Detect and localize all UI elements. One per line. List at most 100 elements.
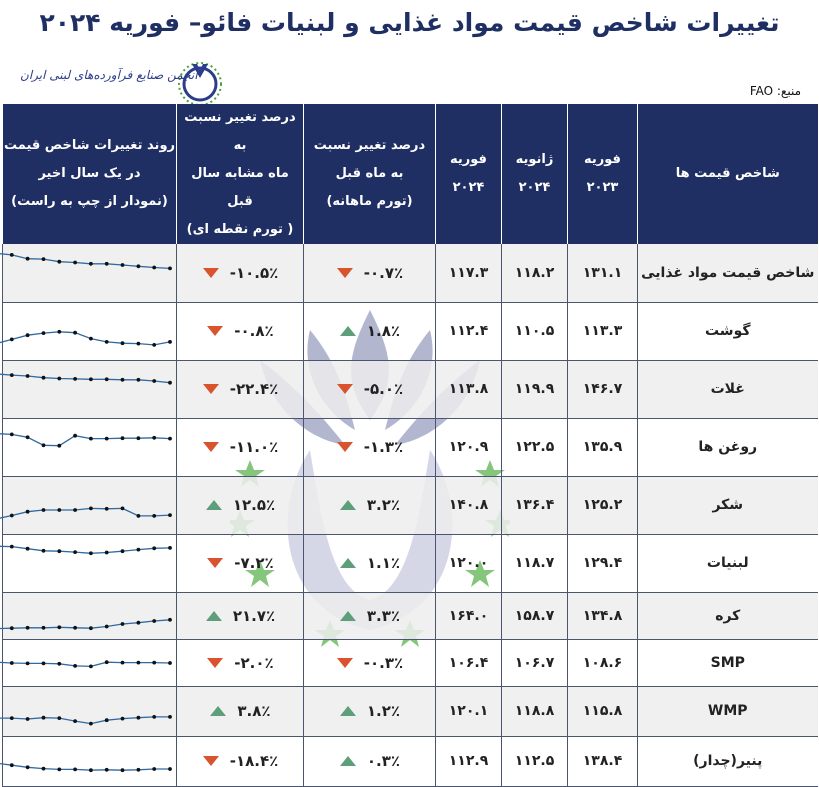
triangle-down-icon — [336, 442, 353, 452]
sparkline-point — [89, 551, 93, 556]
sparkline-point — [73, 433, 77, 438]
sparkline-point — [25, 717, 30, 721]
cell-trend — [0, 736, 177, 787]
row-index-name: لبنیات — [637, 534, 818, 593]
triangle-down-icon — [202, 442, 219, 452]
cell-jan2024: ۱۳۶.۴ — [501, 476, 568, 535]
sparkline-point — [9, 432, 14, 437]
trend-sparkline — [0, 432, 172, 448]
sparkline-point — [9, 544, 14, 549]
change-value: ۲۱.۷٪ — [232, 606, 276, 625]
cell-yoy: -۱۱.۰٪ — [176, 418, 304, 477]
sparkline-point — [120, 621, 125, 626]
sparkline-point — [120, 377, 125, 382]
change-value: -۲۲.۴٪ — [229, 380, 279, 398]
cell-mom: -۵.۰٪ — [303, 360, 436, 419]
sparkline-point — [136, 620, 141, 625]
cell-feb2024: ۱۲۰.۹ — [435, 418, 502, 477]
change-value: -۰.۷٪ — [363, 263, 404, 282]
sparkline-point — [41, 256, 46, 261]
row-index-name: غلات — [637, 360, 818, 419]
header-mom-change: درصد تغییر نسبت به ماه قبل (تورم ماهانه) — [303, 104, 436, 244]
sparkline-point — [41, 625, 46, 630]
sparkline-point — [168, 266, 172, 271]
sparkline-point — [136, 514, 141, 518]
trend-sparkline — [0, 762, 172, 773]
table-row: روغن ها ۱۳۵.۹ ۱۲۲.۵ ۱۲۰.۹ -۱.۳٪ -۱۱.۰٪ — [0, 418, 818, 477]
sparkline-point — [152, 435, 157, 440]
change-value: -۰.۳٪ — [363, 653, 404, 672]
table-row: کره ۱۳۴.۸ ۱۵۸.۷ ۱۶۴.۰ ۳.۳٪ ۲۱.۷٪ — [0, 592, 818, 640]
header-feb-2024: فوریه ۲۰۲۴ — [435, 104, 502, 244]
sparkline-point — [168, 767, 172, 771]
cell-jan2024: ۱۱۸.۲ — [501, 244, 568, 303]
sparkline-point — [73, 260, 77, 265]
sparkline-point — [136, 767, 141, 772]
sparkline-point — [104, 506, 109, 511]
change-value: -۱.۳٪ — [363, 438, 404, 456]
trend-sparkline — [0, 544, 172, 556]
cell-feb2024: ۱۰۶.۴ — [435, 639, 502, 687]
sparkline-point — [104, 659, 109, 664]
source-label: منبع: FAO — [749, 84, 801, 98]
sparkline-point — [57, 376, 62, 381]
row-index-name: شاخص قیمت مواد غذایی — [637, 244, 818, 303]
sparkline-path — [0, 373, 171, 384]
sparkline-point — [9, 252, 14, 257]
sparkline-point — [120, 262, 125, 267]
cell-yoy: ۳.۸٪ — [176, 686, 304, 737]
change-value: ۱۲.۵٪ — [232, 496, 276, 514]
cell-feb2024: ۱۱۲.۹ — [435, 736, 502, 787]
sparkline-point — [104, 261, 109, 266]
triangle-down-icon — [202, 267, 219, 278]
trend-sparkline — [0, 329, 172, 347]
sparkline-point — [73, 550, 77, 554]
sparkline-point — [104, 767, 109, 772]
sparkline-point — [120, 506, 125, 511]
triangle-up-icon — [210, 706, 227, 716]
sparkline-point — [152, 265, 157, 270]
sparkline-point — [57, 443, 62, 448]
triangle-down-icon — [202, 756, 219, 766]
sparkline-point — [168, 380, 172, 385]
sparkline-point — [120, 768, 125, 773]
logo: انجمن صنایع فرآورده‌های لبنی ایران — [20, 54, 230, 110]
sparkline-path — [0, 618, 171, 629]
sparkline-point — [120, 436, 125, 441]
triangle-up-icon — [205, 500, 222, 510]
header-feb-2023: فوریه ۲۰۲۳ — [567, 104, 638, 244]
cell-yoy: -۱۰.۵٪ — [176, 244, 304, 303]
sparkline-point — [57, 508, 62, 512]
sparkline-path — [0, 545, 171, 554]
table-row: پنیر(چدار) ۱۳۸.۴ ۱۱۲.۵ ۱۱۲.۹ ۰.۳٪ -۱۸.۴٪ — [0, 736, 818, 787]
sparkline-point — [136, 547, 141, 552]
change-value: -۲.۰٪ — [234, 653, 274, 672]
cell-jan2024: ۱۰۶.۷ — [501, 639, 568, 687]
cell-mom: -۰.۷٪ — [303, 244, 436, 303]
change-value: ۱.۸٪ — [366, 322, 401, 340]
change-value: -۱۱.۰٪ — [229, 438, 279, 456]
change-value: ۳.۸٪ — [237, 702, 271, 720]
sparkline-point — [73, 508, 77, 512]
sparkline-point — [89, 721, 93, 726]
change-value: ۳.۲٪ — [366, 496, 401, 514]
sparkline-point — [41, 375, 46, 380]
cell-feb2023: ۱۳۴.۸ — [567, 592, 638, 640]
trend-sparkline — [0, 617, 172, 630]
triangle-up-icon — [339, 500, 356, 510]
sparkline-point — [57, 661, 62, 666]
cell-feb2024: ۱۱۲.۴ — [435, 302, 502, 361]
infographic: تغییرات شاخص قیمت مواد غذایی و لبنیات فا… — [0, 8, 818, 787]
sparkline-point — [104, 624, 109, 628]
sparkline-point — [41, 715, 46, 720]
sparkline-point — [41, 766, 46, 771]
sparkline-point — [136, 436, 141, 441]
sparkline-point — [89, 664, 93, 668]
sparkline-point — [120, 341, 125, 346]
table-row: شاخص قیمت مواد غذایی ۱۳۱.۱ ۱۱۸.۲ ۱۱۷.۳ -۰.۷٪… — [0, 244, 818, 303]
sparkline-point — [57, 716, 62, 720]
sparkline-point — [168, 513, 172, 517]
sparkline-point — [168, 436, 172, 441]
sparkline-point — [120, 716, 125, 721]
cell-mom: ۱.۱٪ — [303, 534, 436, 593]
